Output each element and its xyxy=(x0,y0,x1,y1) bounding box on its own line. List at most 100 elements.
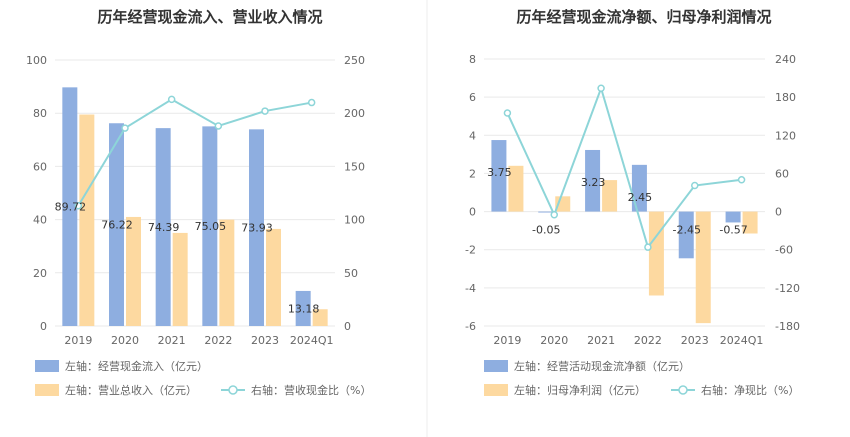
chart2-data-label: 3.75 xyxy=(487,166,512,179)
chart2-category-label: 2019 xyxy=(493,334,521,347)
chart2-bar-primary xyxy=(538,211,554,213)
chart1-data-label: 13.18 xyxy=(288,302,320,315)
chart2-right-tick-label: -180 xyxy=(775,320,800,333)
chart2-left-tick-label: -2 xyxy=(465,244,476,257)
chart1-bar-secondary xyxy=(172,232,188,326)
chart1-left-tick-label: 100 xyxy=(26,54,47,67)
chart2-left-tick-label: -6 xyxy=(465,320,476,333)
chart1-legend-swatch xyxy=(35,384,59,396)
chart1-category-label: 2020 xyxy=(111,334,139,347)
chart2-bar-primary xyxy=(725,211,741,223)
chart2-legend-swatch xyxy=(484,384,508,396)
chart1-legend-swatch xyxy=(35,360,59,372)
chart1-left-tick-label: 80 xyxy=(33,107,47,120)
chart1-bar-secondary xyxy=(266,228,281,326)
chart2-bar-primary xyxy=(678,211,694,259)
chart2-category-label: 2024Q1 xyxy=(720,334,764,347)
chart2-legend-label: 左轴：经营活动现金流净额（亿元） xyxy=(514,359,690,373)
chart1-ratio-point xyxy=(121,124,129,132)
chart1-right-tick-label: 0 xyxy=(344,320,351,333)
chart2-left-tick-label: 0 xyxy=(469,206,476,219)
chart1-bar-secondary xyxy=(312,309,328,326)
chart1-legend-marker xyxy=(228,385,238,395)
chart2-left-tick-label: 4 xyxy=(469,129,476,142)
chart1-legend-label: 左轴：经营现金流入（亿元） xyxy=(65,359,208,373)
chart1-legend-label: 右轴：营收现金比（%） xyxy=(251,383,371,397)
chart2-category-label: 2020 xyxy=(540,334,568,347)
chart1-bar-primary xyxy=(155,128,171,326)
chart1-ratio-point xyxy=(307,98,316,107)
chart1-legend-label: 左轴：营业总收入（亿元） xyxy=(65,383,197,397)
chart1-category-label: 2024Q1 xyxy=(290,334,334,347)
chart2-ratio-point xyxy=(550,211,558,219)
chart1-left-tick-label: 20 xyxy=(33,267,47,280)
chart1-bar-secondary xyxy=(219,219,235,326)
chart1-title: 历年经营现金流入、营业收入情况 xyxy=(97,8,322,26)
chart1-bar-primary xyxy=(62,87,78,326)
chart2-left-tick-label: 2 xyxy=(469,167,476,180)
chart2-right-tick-label: 240 xyxy=(775,53,796,66)
chart1-category-label: 2022 xyxy=(204,334,232,347)
chart1-ratio-point xyxy=(74,202,83,210)
chart1-bar-secondary xyxy=(79,114,95,326)
chart1-data-label: 75.05 xyxy=(195,220,227,233)
chart1-ratio-point xyxy=(214,122,223,130)
chart2-right-tick-label: -60 xyxy=(775,244,793,257)
chart2-data-label: -2.45 xyxy=(673,224,701,237)
chart2-data-label: -0.05 xyxy=(532,224,560,237)
chart1-right-tick-label: 150 xyxy=(344,160,365,173)
chart2-bar-secondary xyxy=(742,211,758,234)
chart2-ratio-point xyxy=(644,243,652,251)
chart2-category-label: 2022 xyxy=(634,334,662,347)
chart2-right-tick-label: 60 xyxy=(775,167,789,180)
chart2-right-tick-label: 180 xyxy=(775,91,796,104)
chart2-data-label: 2.45 xyxy=(628,191,653,204)
chart2-ratio-line xyxy=(506,85,742,250)
chart1-bar-secondary xyxy=(126,216,141,326)
chart1-ratio-line xyxy=(77,98,312,207)
chart2-legend-swatch xyxy=(484,360,508,372)
chart2-title: 历年经营现金流净额、归母净利润情况 xyxy=(516,8,771,26)
chart1-category-label: 2019 xyxy=(64,334,92,347)
chart2-right-tick-label: 120 xyxy=(775,129,796,142)
chart1-ratio-point xyxy=(261,107,269,115)
chart2-legend-marker xyxy=(678,385,688,395)
chart1-bar-primary xyxy=(295,290,311,326)
chart2-legend-label: 左轴：归母净利润（亿元） xyxy=(514,383,646,397)
chart1-data-label: 89.72 xyxy=(55,201,87,214)
chart2-right-tick-label: -120 xyxy=(775,282,800,295)
chart2-left-tick-label: 8 xyxy=(469,53,476,66)
chart1-left-tick-label: 60 xyxy=(33,160,47,173)
chart1-data-label: 74.39 xyxy=(148,221,180,234)
chart2-data-label: 3.23 xyxy=(581,176,606,189)
chart1-bar-primary xyxy=(202,126,218,326)
chart1-right-tick-label: 250 xyxy=(344,54,365,67)
chart2-ratio-point xyxy=(691,181,699,190)
chart1-right-tick-label: 100 xyxy=(344,214,365,227)
chart2-category-label: 2021 xyxy=(587,334,615,347)
chart2-ratio-point xyxy=(597,84,605,92)
chart1-bar-primary xyxy=(249,129,264,326)
chart1-ratio-point xyxy=(167,95,176,104)
chart2-bar-primary xyxy=(491,140,507,212)
chart2-data-label: -0.57 xyxy=(719,224,747,237)
chart2-bar-secondary xyxy=(648,211,664,296)
chart2-bar-secondary xyxy=(508,165,524,212)
chart1-right-tick-label: 50 xyxy=(344,267,358,280)
chart2-left-tick-label: -4 xyxy=(465,282,476,295)
chart2-bar-secondary xyxy=(695,211,711,324)
chart1-data-label: 73.93 xyxy=(241,222,273,235)
chart1-category-label: 2023 xyxy=(251,334,279,347)
chart2-left-tick-label: 6 xyxy=(469,91,476,104)
chart1-category-label: 2021 xyxy=(158,334,186,347)
chart2-ratio-point xyxy=(737,176,746,184)
chart1-bar-primary xyxy=(109,123,124,327)
chart2-bar-primary xyxy=(631,164,647,212)
chart2-bar-primary xyxy=(585,149,601,212)
chart2-right-tick-label: 0 xyxy=(775,206,782,219)
chart2-legend-label: 右轴：净现比（%） xyxy=(701,383,799,397)
chart1-right-tick-label: 200 xyxy=(344,107,365,120)
chart1-left-tick-label: 40 xyxy=(33,214,47,227)
